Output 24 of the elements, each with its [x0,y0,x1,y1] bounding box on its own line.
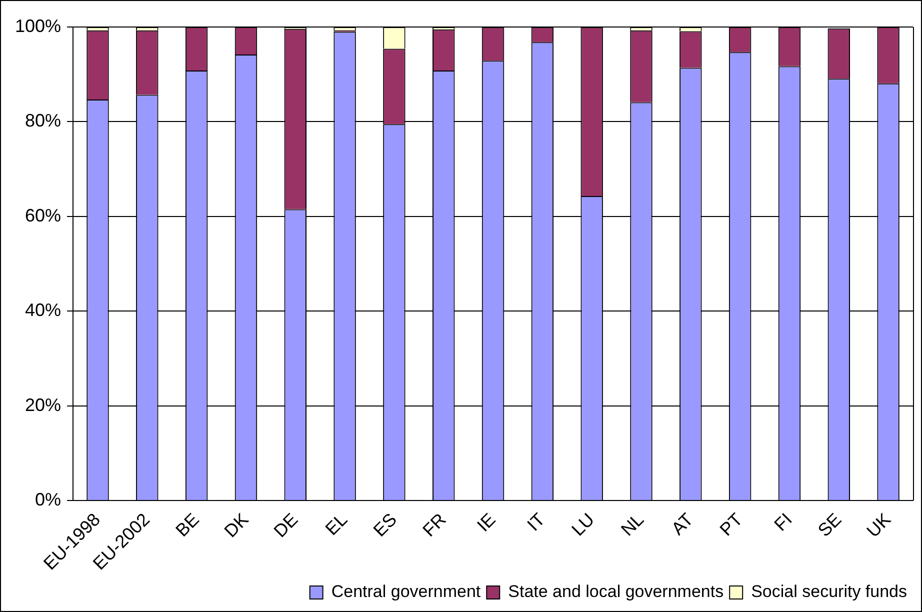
x-tick-label: BE [172,509,203,540]
x-tick-label: NL [617,509,648,540]
y-tick-label: 100% [14,16,62,36]
y-tick-label: 0% [35,489,62,510]
y-tick-label: 20% [25,394,62,415]
legend-label: Social security funds [751,582,907,602]
x-tick-label: UK [862,509,895,542]
x-tick-label: FI [770,509,796,535]
x-tick-label: FR [418,509,450,540]
x-tick-label: IT [523,509,549,535]
y-tick-label: 60% [25,205,62,226]
x-tick-label: IE [473,509,500,536]
x-tick-label: EL [321,509,352,540]
y-tick-label: 80% [25,110,62,131]
x-tick-label: DK [220,509,252,542]
x-tick-label: SE [814,509,846,540]
legend-label: Central government [331,582,481,602]
x-tick-label: AT [668,509,697,539]
x-tick-label: DE [270,509,302,542]
x-tick-label: ES [369,509,401,540]
y-tick-label: 40% [25,300,62,320]
x-tick-label: PT [716,509,746,540]
x-tick-label: LU [568,509,598,540]
legend-label: State and local governments [508,582,724,602]
